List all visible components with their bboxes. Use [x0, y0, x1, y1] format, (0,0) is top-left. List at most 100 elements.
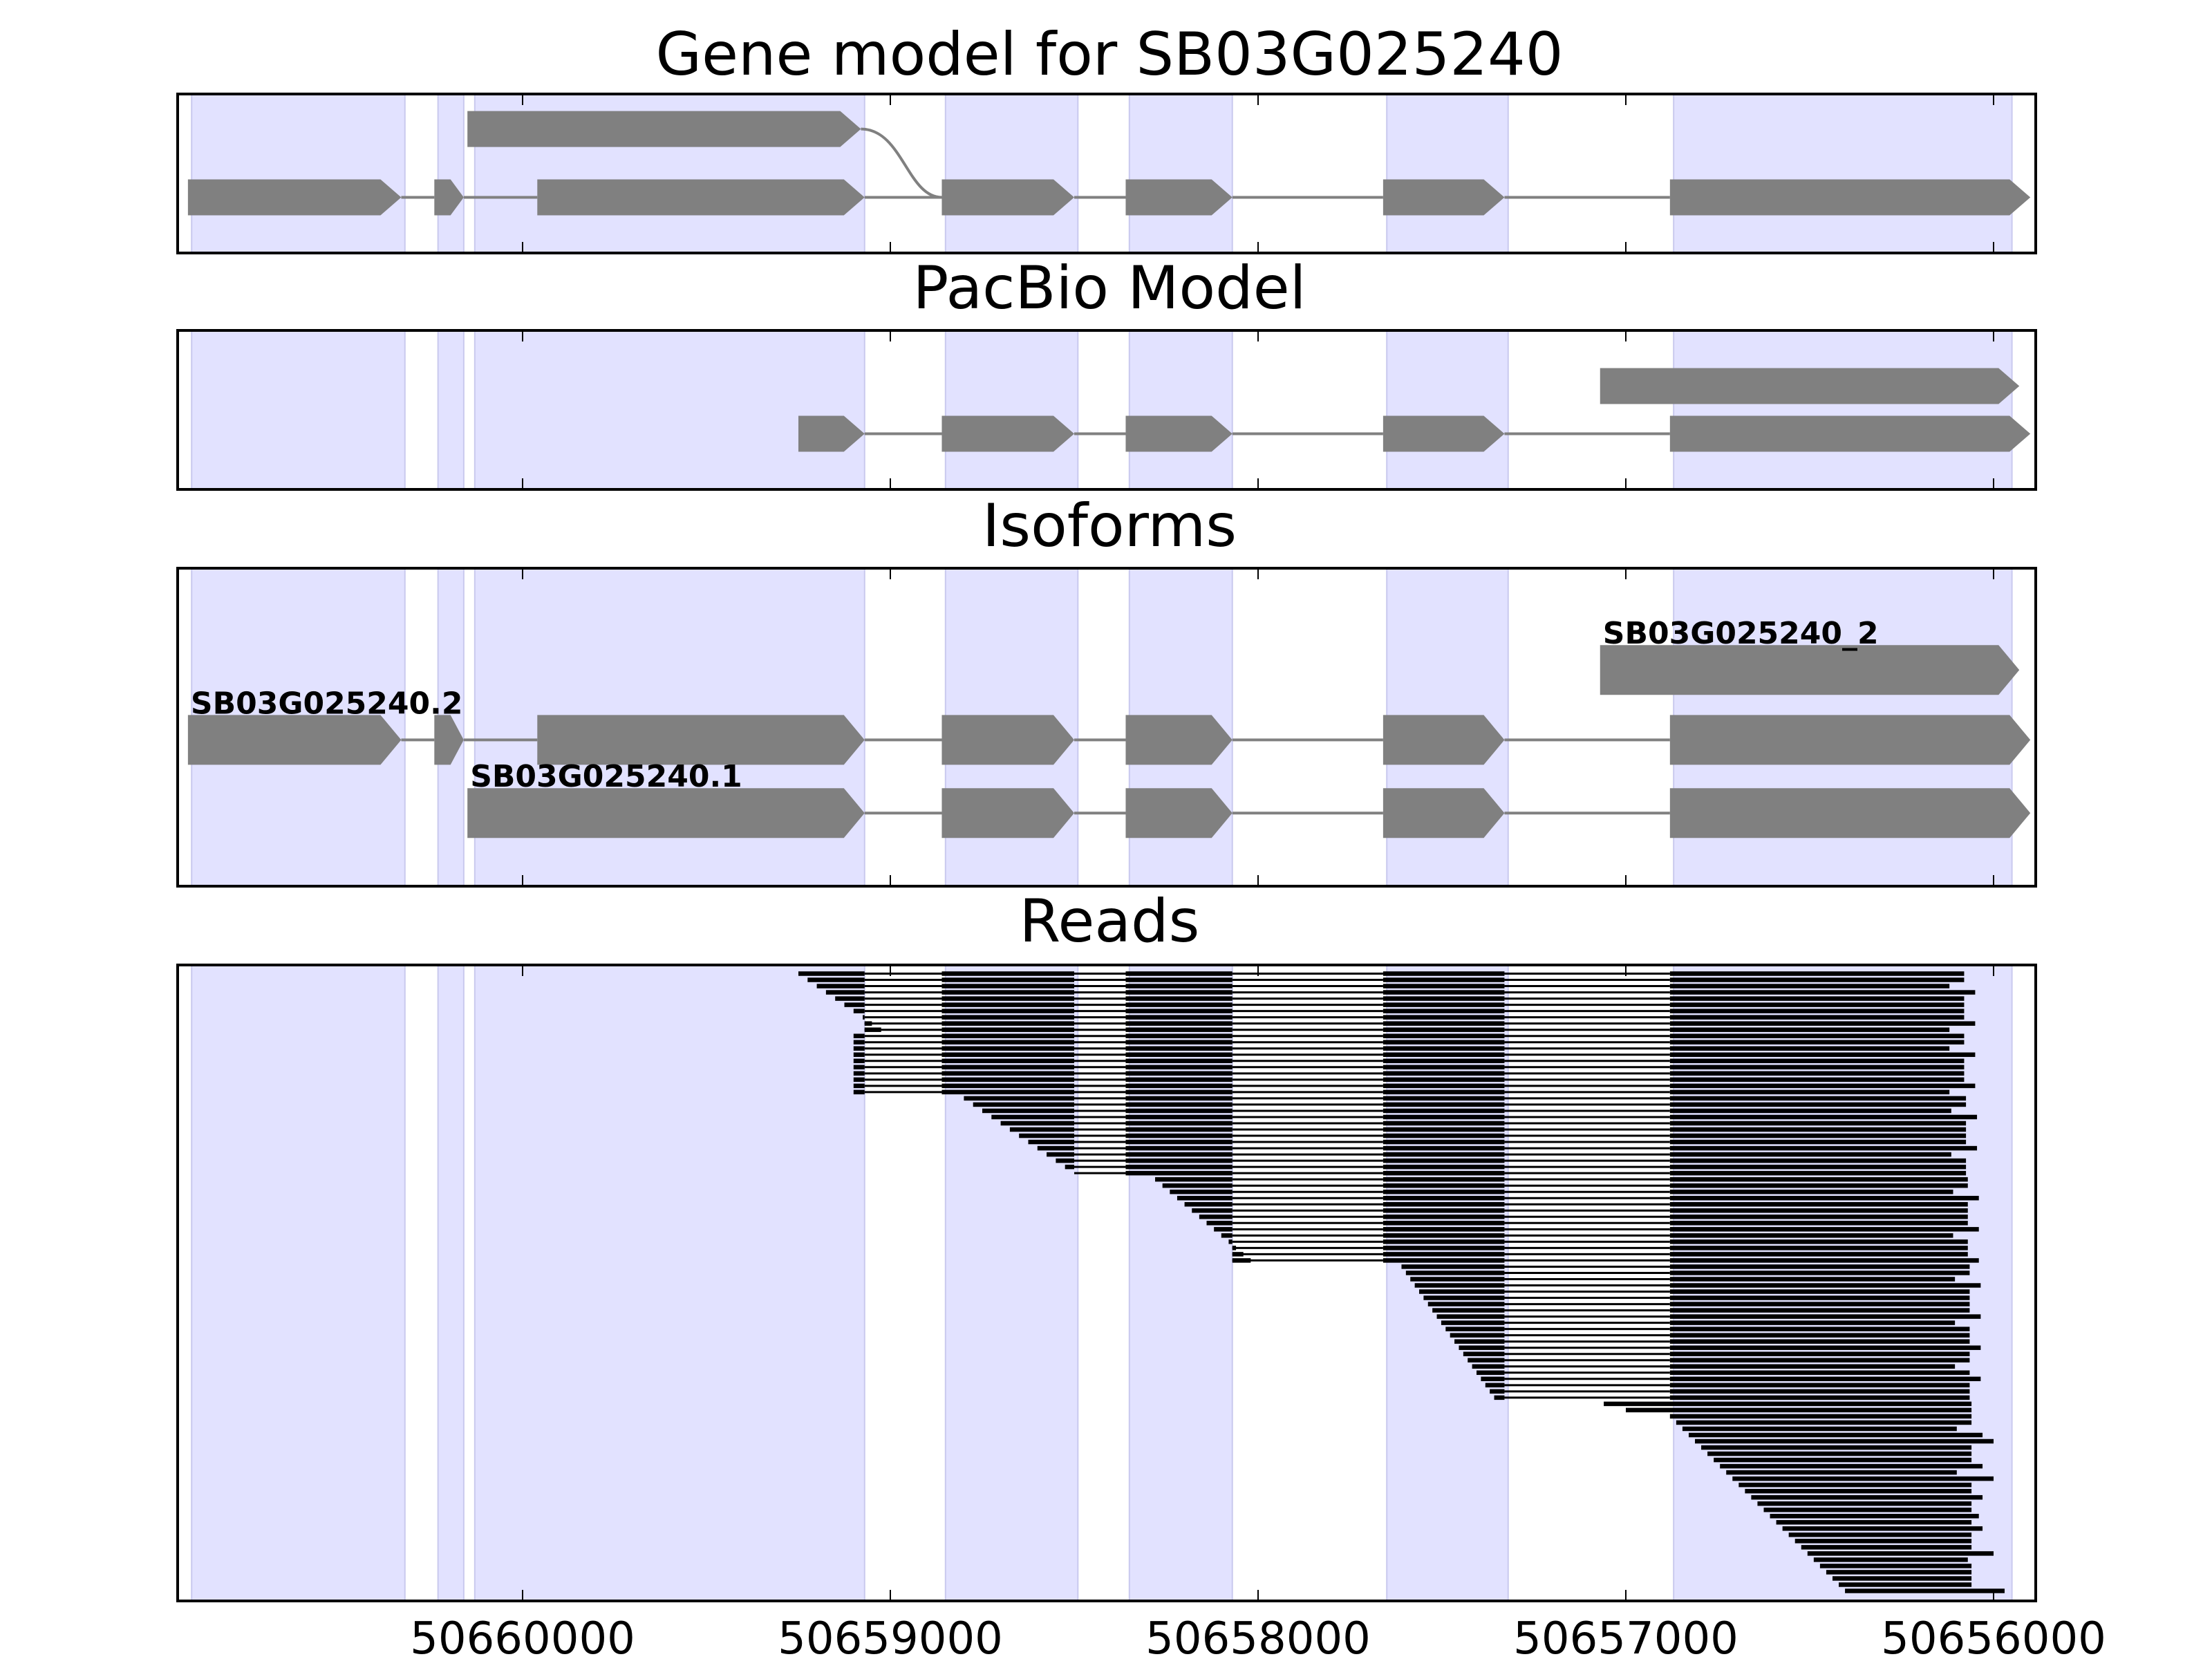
read-aligned-block — [1669, 1283, 1981, 1288]
read-aligned-block — [1125, 990, 1232, 995]
exon-block — [187, 715, 402, 765]
read-aligned-block — [1669, 1108, 1951, 1114]
read-aligned-block — [1125, 1058, 1232, 1064]
read-aligned-block — [1776, 1520, 1972, 1525]
read-aligned-block — [1125, 1170, 1232, 1176]
read-aligned-block — [1669, 1308, 1970, 1313]
read-aligned-block — [1701, 1445, 1972, 1450]
read-aligned-block — [1382, 1077, 1505, 1082]
exon-highlight-region — [1386, 330, 1509, 490]
read-aligned-block — [1125, 1089, 1232, 1095]
read-aligned-block — [1125, 1102, 1232, 1107]
exon-highlight-region — [944, 330, 1079, 490]
x-axis: 50660000 50659000 50658000 50657000 50656000 — [410, 1613, 2106, 1659]
read-aligned-block — [1669, 1339, 1970, 1344]
read-aligned-block — [1232, 1258, 1251, 1263]
read-aligned-block — [1382, 984, 1505, 988]
read-aligned-block — [1125, 1021, 1232, 1026]
read-aligned-block — [1669, 1170, 1967, 1176]
read-aligned-block — [1669, 1277, 1956, 1282]
read-aligned-block — [1410, 1277, 1505, 1282]
read-aligned-block — [1228, 1239, 1232, 1244]
read-aligned-block — [1472, 1364, 1505, 1369]
read-aligned-block — [1626, 1407, 1972, 1413]
read-aligned-block — [1028, 1139, 1074, 1145]
exon-highlight-region — [1128, 964, 1233, 1602]
read-aligned-block — [1481, 1376, 1505, 1382]
read-aligned-block — [1423, 1295, 1505, 1300]
exon-block — [1382, 788, 1505, 838]
read-aligned-block — [1047, 1152, 1074, 1157]
read-aligned-block — [1382, 1027, 1505, 1032]
exon-block — [537, 179, 865, 216]
read-aligned-block — [941, 1021, 1074, 1026]
read-aligned-block — [1669, 1046, 1950, 1051]
read-aligned-block — [1669, 1164, 1967, 1170]
read-aligned-block — [1485, 1382, 1505, 1388]
read-aligned-block — [1382, 1246, 1505, 1250]
read-aligned-block — [1125, 1040, 1232, 1044]
read-aligned-block — [1125, 1077, 1232, 1082]
read-aligned-block — [1125, 1145, 1232, 1151]
panel-gene-model: Gene model for SB03G025240 — [176, 20, 2037, 254]
read-aligned-block — [853, 1046, 865, 1051]
read-aligned-block — [1669, 996, 1965, 1001]
read-aligned-block — [1221, 1233, 1232, 1238]
read-aligned-block — [1405, 1271, 1505, 1275]
read-aligned-block — [1494, 1395, 1505, 1400]
exon-block — [941, 715, 1074, 765]
read-aligned-block — [1125, 984, 1232, 988]
read-aligned-block — [816, 984, 865, 988]
read-aligned-block — [1832, 1576, 1972, 1581]
read-aligned-block — [1125, 1139, 1232, 1145]
read-aligned-block — [1669, 1314, 1981, 1319]
read-aligned-block — [1669, 1071, 1965, 1076]
read-aligned-block — [853, 1033, 865, 1038]
read-aligned-block — [1669, 1227, 1979, 1232]
exon-highlight-region — [191, 93, 406, 254]
read-aligned-block — [1382, 1015, 1505, 1020]
exon-highlight-region — [191, 330, 406, 490]
x-tick-label: 50660000 — [410, 1613, 635, 1659]
exon-block — [1382, 715, 1505, 765]
exon-highlight-region — [191, 964, 406, 1602]
read-aligned-block — [941, 1065, 1074, 1070]
read-aligned-block — [1669, 1364, 1956, 1369]
read-aligned-block — [853, 1077, 865, 1082]
exon-block — [941, 179, 1074, 216]
read-aligned-block — [1801, 1545, 1972, 1550]
read-aligned-block — [1669, 1258, 1979, 1263]
read-aligned-block — [973, 1102, 1074, 1107]
exon-highlight-region — [1128, 93, 1233, 254]
isoform-label: SB03G025240_2 — [1603, 616, 1879, 651]
read-aligned-block — [1401, 1264, 1505, 1269]
read-aligned-block — [1125, 1133, 1232, 1138]
read-aligned-block — [1125, 1071, 1232, 1076]
read-aligned-block — [1382, 1133, 1505, 1138]
read-aligned-block — [1125, 1065, 1232, 1070]
read-aligned-block — [941, 1058, 1074, 1064]
read-aligned-block — [1669, 977, 1965, 982]
read-aligned-block — [1669, 1015, 1965, 1020]
exon-block — [1669, 415, 2031, 452]
read-aligned-block — [1382, 1121, 1505, 1126]
read-aligned-block — [1382, 977, 1505, 982]
exon-block — [1669, 179, 2031, 216]
read-aligned-block — [1763, 1507, 1972, 1512]
read-aligned-block — [941, 1002, 1074, 1007]
read-aligned-block — [807, 977, 865, 982]
read-aligned-block — [1669, 1358, 1970, 1362]
read-aligned-block — [1669, 1302, 1970, 1306]
read-aligned-block — [1382, 1233, 1505, 1238]
read-aligned-block — [941, 1027, 1074, 1032]
read-aligned-block — [1669, 1145, 1978, 1151]
read-aligned-block — [1459, 1345, 1505, 1350]
read-aligned-block — [1669, 1089, 1950, 1095]
exon-block — [1125, 715, 1232, 765]
read-aligned-block — [941, 984, 1074, 988]
read-aligned-block — [1468, 1358, 1505, 1362]
read-aligned-block — [1382, 1227, 1505, 1232]
read-aligned-block — [853, 1058, 865, 1064]
exon-block — [537, 715, 865, 765]
read-aligned-block — [1669, 1158, 1967, 1163]
